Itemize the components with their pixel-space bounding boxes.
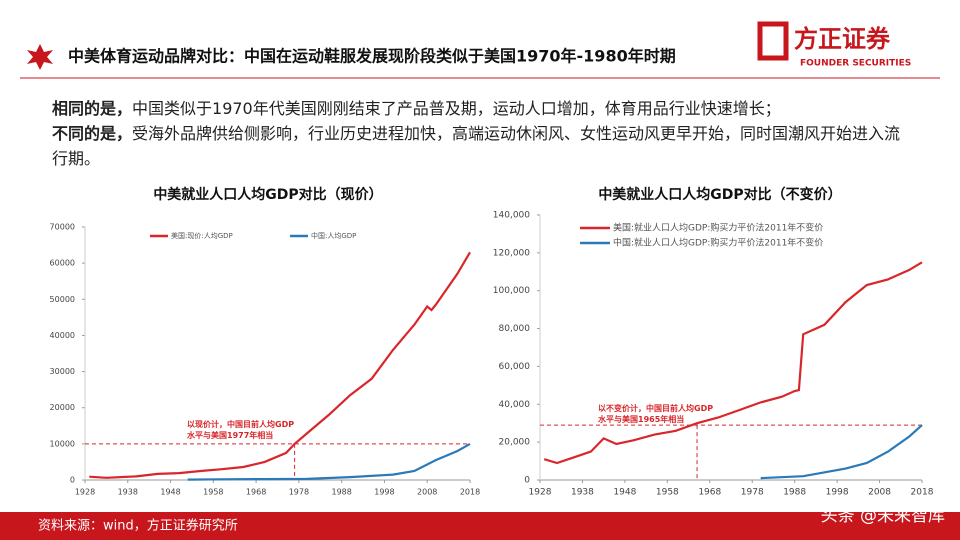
x-tick-label: 1988 (783, 488, 806, 498)
body-text: 相同的是，中国类似于1970年代美国刚刚结束了产品普及期，运动人口增加，体育用品… (52, 96, 912, 171)
x-tick-label: 2008 (417, 488, 437, 497)
y-tick-label: 10000 (50, 439, 75, 448)
y-tick-label: 120,000 (493, 248, 530, 258)
y-tick-label: 40000 (50, 331, 75, 340)
series-line (89, 251, 471, 479)
paragraph: 相同的是，中国类似于1970年代美国刚刚结束了产品普及期，运动人口增加，体育用品… (52, 96, 912, 121)
series-line (760, 424, 923, 480)
chart-title: 中美就业人口人均GDP对比（现价） (153, 186, 382, 203)
x-tick-label: 1958 (656, 488, 679, 498)
x-tick-label: 2018 (460, 488, 480, 497)
x-tick-label: 1978 (741, 488, 764, 498)
y-tick-label: 0 (70, 476, 75, 485)
y-tick-label: 40,000 (499, 400, 531, 410)
x-tick-label: 1948 (613, 488, 636, 498)
y-tick-label: 60,000 (499, 362, 531, 372)
y-tick-label: 60000 (50, 259, 75, 268)
watermark: 头条 @未来智库 (821, 506, 945, 526)
y-tick-label: 20000 (50, 403, 75, 412)
series-line (187, 442, 471, 481)
chart-title: 中美就业人口人均GDP对比（不变价） (598, 186, 841, 203)
x-tick-label: 1988 (331, 488, 351, 497)
y-tick-label: 0 (524, 476, 530, 486)
y-tick-label: 140,000 (493, 211, 530, 221)
x-tick-label: 1938 (118, 488, 138, 497)
legend-label: 美国:就业人口人均GDP:购买力平价法2011年不变价 (613, 222, 823, 234)
logo-sub: FOUNDER SECURITIES (800, 59, 911, 69)
footer-bar (0, 512, 960, 540)
legend-label: 中国:就业人口人均GDP:购买力平价法2011年不变价 (613, 237, 823, 249)
x-tick-label: 2018 (911, 488, 934, 498)
x-tick-label: 1938 (571, 488, 594, 498)
x-tick-label: 1968 (246, 488, 266, 497)
y-tick-label: 100,000 (493, 286, 530, 296)
logo-mark (757, 21, 789, 61)
x-tick-label: 2008 (868, 488, 891, 498)
x-tick-label: 1978 (289, 488, 309, 497)
annotation: 以不变价计，中国目前人均GDP 水平与美国1965年相当 (597, 403, 713, 424)
header-title: 中美体育运动品牌对比：中国在运动鞋服发展现阶段类似于美国1970年-1980年时… (68, 47, 676, 66)
annotation: 以现价计，中国目前人均GDP 水平与美国1977年相当 (186, 419, 294, 440)
star-icon (27, 44, 53, 70)
x-tick-label: 1998 (374, 488, 394, 497)
lead: 相同的是， (52, 99, 133, 118)
x-tick-label: 1948 (160, 488, 180, 497)
logo-text: 方正证券 (794, 25, 891, 53)
source-note: 资料来源：wind，方正证券研究所 (38, 518, 238, 534)
y-tick-label: 50000 (50, 295, 75, 304)
x-tick-label: 1968 (698, 488, 721, 498)
y-tick-label: 70000 (50, 223, 75, 232)
legend-label: 中国:人均GDP (311, 231, 356, 240)
text: 受海外品牌供给侧影响，行业历史进程加快，高端运动休闲风、女性运动风更早开始，同时… (52, 124, 901, 168)
y-tick-label: 20,000 (499, 438, 531, 448)
series-line (543, 261, 923, 465)
paragraph: 不同的是，受海外品牌供给侧影响，行业历史进程加快，高端运动休闲风、女性运动风更早… (52, 121, 912, 171)
legend-label: 美国:现价:人均GDP (171, 231, 233, 240)
y-tick-label: 80,000 (499, 324, 531, 334)
x-tick-label: 1928 (75, 488, 95, 497)
x-tick-label: 1958 (203, 488, 223, 497)
y-tick-label: 30000 (50, 367, 75, 376)
x-tick-label: 1928 (529, 488, 552, 498)
lead: 不同的是， (52, 124, 133, 143)
x-tick-label: 1998 (826, 488, 849, 498)
text: 中国类似于1970年代美国刚刚结束了产品普及期，运动人口增加，体育用品行业快速增… (132, 99, 781, 118)
